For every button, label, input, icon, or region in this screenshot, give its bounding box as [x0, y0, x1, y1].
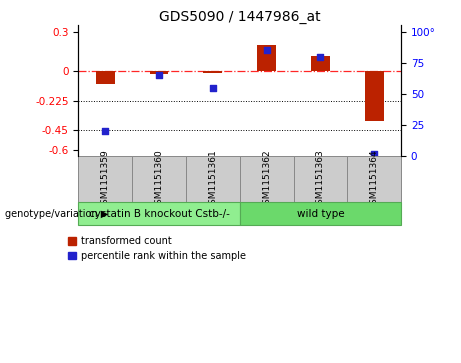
Text: cystatin B knockout Cstb-/-: cystatin B knockout Cstb-/-: [89, 209, 230, 219]
Bar: [240, 202, 401, 225]
Bar: [150, 71, 168, 74]
Bar: [365, 71, 384, 121]
Legend: transformed count, percentile rank within the sample: transformed count, percentile rank withi…: [65, 232, 250, 265]
Bar: [347, 156, 401, 202]
Bar: [186, 156, 240, 202]
Bar: [257, 45, 276, 71]
Bar: [240, 156, 294, 202]
Text: genotype/variation ▶: genotype/variation ▶: [5, 209, 108, 219]
Point: [155, 72, 163, 78]
Text: GSM1151361: GSM1151361: [208, 149, 217, 209]
Point: [209, 85, 217, 91]
Bar: [96, 71, 115, 84]
Point: [263, 48, 270, 53]
Text: GSM1151364: GSM1151364: [370, 149, 378, 209]
Bar: [294, 156, 347, 202]
Text: GSM1151360: GSM1151360: [154, 149, 164, 209]
Point: [317, 54, 324, 60]
Title: GDS5090 / 1447986_at: GDS5090 / 1447986_at: [159, 11, 320, 24]
Text: wild type: wild type: [296, 209, 344, 219]
Text: GSM1151359: GSM1151359: [101, 149, 110, 209]
Text: GSM1151363: GSM1151363: [316, 149, 325, 209]
Bar: [78, 202, 240, 225]
Point: [371, 151, 378, 157]
Text: GSM1151362: GSM1151362: [262, 149, 271, 209]
Point: [101, 129, 109, 134]
Bar: [203, 71, 222, 73]
Bar: [78, 156, 132, 202]
Bar: [132, 156, 186, 202]
Bar: [311, 56, 330, 71]
